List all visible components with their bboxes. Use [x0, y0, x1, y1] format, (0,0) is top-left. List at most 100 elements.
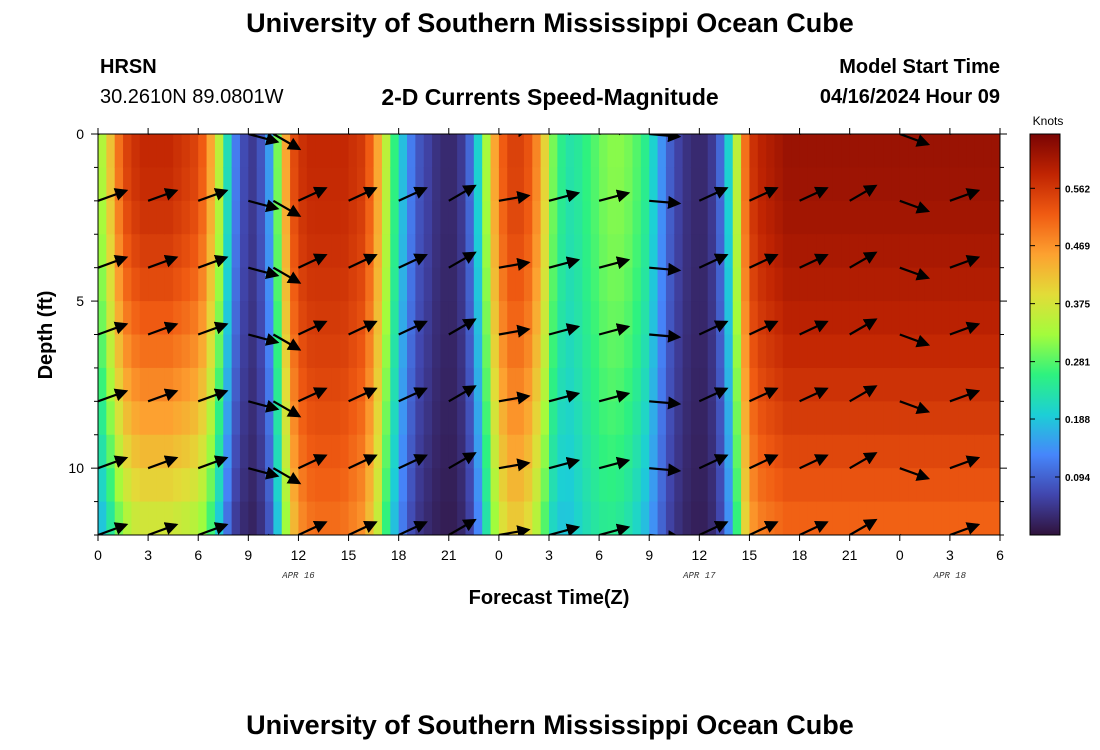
heatmap-cell [791, 468, 801, 503]
current-vector-arrow [272, 199, 302, 217]
heatmap-cell [290, 167, 300, 202]
heatmap-cell [315, 167, 325, 202]
heatmap-cell [256, 167, 266, 202]
heatmap-cell [690, 401, 700, 436]
heatmap-cell [373, 200, 383, 235]
heatmap-cell [716, 267, 725, 302]
heatmap-cell [515, 401, 525, 436]
current-vector-arrow [498, 324, 531, 338]
heatmap-cell [273, 468, 283, 503]
heatmap-cell [523, 167, 533, 202]
heatmap-cell [340, 367, 350, 402]
heatmap-cell [732, 267, 742, 302]
heatmap-cell [239, 134, 249, 169]
heatmap-cell [156, 267, 166, 302]
heatmap-cell [139, 334, 149, 369]
heatmap-cell [899, 401, 909, 436]
heatmap-cell [632, 334, 642, 369]
heatmap-cell [824, 468, 834, 503]
heatmap-cell [774, 234, 784, 269]
current-vector-arrow [899, 333, 931, 348]
heatmap-cell [891, 134, 901, 169]
heatmap-cell [941, 434, 951, 469]
heatmap-cell [239, 501, 249, 535]
heatmap-cell [281, 434, 291, 469]
heatmap-cell [181, 468, 191, 503]
heatmap-cell [365, 401, 375, 436]
heatmap-cell [482, 334, 492, 369]
heatmap-cell [966, 200, 976, 235]
heatmap-cell [607, 200, 617, 235]
heatmap-cell [699, 367, 709, 402]
heatmap-cell [824, 401, 834, 436]
y-tick-label: 5 [76, 293, 84, 309]
current-vector-arrow [348, 253, 378, 269]
heatmap-cell [615, 134, 625, 169]
heatmap-cell [933, 267, 943, 302]
heatmap-cell [749, 167, 759, 202]
heatmap-cell [891, 234, 901, 269]
heatmap-cell [832, 401, 842, 436]
heatmap-cell [749, 434, 759, 469]
heatmap-cell [231, 334, 241, 369]
heatmap-cell [407, 301, 416, 336]
heatmap-cell [949, 301, 959, 336]
heatmap-cell [465, 501, 475, 535]
heatmap-cell [983, 267, 993, 302]
heatmap-cell [757, 468, 767, 503]
heatmap-cell [356, 434, 366, 469]
heatmap-cell [423, 267, 433, 302]
heatmap-cell [908, 301, 918, 336]
heatmap-cell [874, 167, 884, 202]
heatmap-cell [164, 134, 174, 169]
heatmap-cell [974, 334, 984, 369]
current-vector-arrow [98, 455, 129, 470]
heatmap-cell [356, 167, 366, 202]
heatmap-cell [323, 401, 333, 436]
heatmap-cell [674, 267, 684, 302]
heatmap-cell [665, 301, 675, 336]
heatmap-cell [348, 167, 358, 202]
heatmap-cell [866, 468, 876, 503]
heatmap-cell [791, 501, 801, 535]
heatmap-cell [682, 367, 692, 402]
heatmap-cell [983, 167, 993, 202]
heatmap-cell [924, 267, 934, 302]
heatmap-cell [482, 434, 492, 469]
heatmap-cell [198, 501, 208, 535]
heatmap-cell [665, 267, 675, 302]
heatmap-cell [448, 301, 458, 336]
heatmap-cell [707, 501, 717, 535]
heatmap-cell [958, 367, 968, 402]
heatmap-cell [707, 200, 717, 235]
heatmap-cell [323, 234, 333, 269]
heatmap-cell [599, 334, 609, 369]
heatmap-cell [265, 134, 274, 169]
heatmap-cell [156, 468, 166, 503]
heatmap-cell [674, 434, 684, 469]
heatmap-cell [858, 434, 867, 469]
heatmap-cell [574, 267, 584, 302]
heatmap-cell [866, 367, 876, 402]
heatmap-cell [599, 367, 609, 402]
heatmap-cell [891, 301, 901, 336]
heatmap-cell [766, 401, 776, 436]
current-vector-arrow [949, 455, 981, 470]
heatmap-cell [574, 434, 584, 469]
heatmap-cell [874, 134, 884, 169]
heatmap-cell [407, 367, 416, 402]
heatmap-cell [741, 301, 751, 336]
heatmap-cell [565, 334, 575, 369]
heatmap-cell [198, 234, 208, 269]
heatmap-cell [649, 468, 659, 503]
heatmap-cell [482, 301, 492, 336]
heatmap-cell [599, 501, 609, 535]
heatmap-cell [674, 501, 684, 535]
heatmap-cell [498, 167, 508, 202]
heatmap-cell [465, 434, 475, 469]
heatmap-cell [189, 200, 199, 235]
heatmap-cell [381, 434, 391, 469]
heatmap-cell [674, 234, 684, 269]
heatmap-cell [348, 334, 358, 369]
heatmap-cell [223, 167, 233, 202]
